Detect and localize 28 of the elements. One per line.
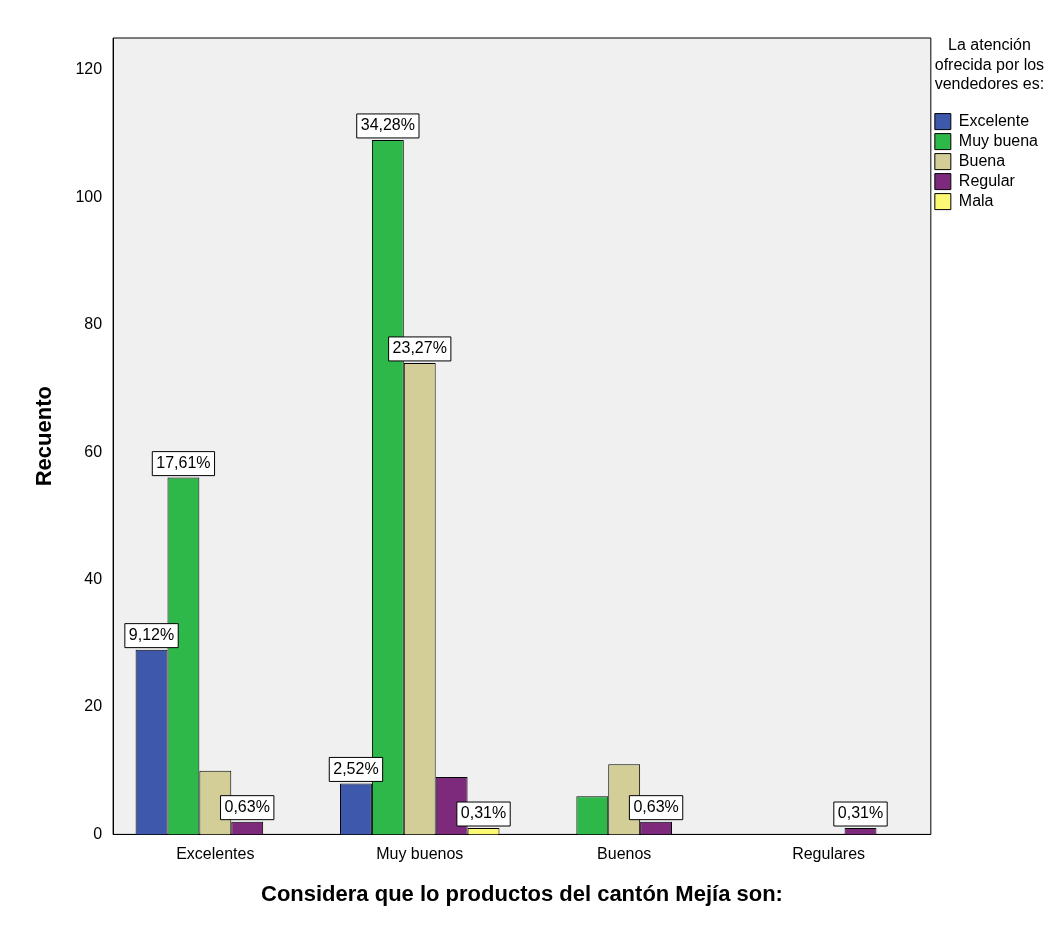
annotation: 2,52% <box>333 759 379 777</box>
legend-label: Muy buena <box>958 132 1039 150</box>
annotation: 0,31% <box>837 804 884 822</box>
legend-title: La atención ofrecida por los vendedores es: <box>934 36 1045 92</box>
annotation: 9,12% <box>128 626 175 644</box>
y-axis-title: Recuento <box>31 386 57 487</box>
y-tick-label: 60 <box>84 442 103 460</box>
annotation: 17,61% <box>156 454 211 472</box>
x-tick-label: Regulares <box>792 845 866 863</box>
annotation: 0,63% <box>224 798 270 816</box>
annotation: 0,63% <box>633 798 679 816</box>
x-axis-title: Considera que lo productos del cantón Mejía son: <box>260 880 783 906</box>
y-tick-label: 100 <box>75 187 103 205</box>
legend-label: Buena <box>958 152 1006 170</box>
y-tick-label: 0 <box>93 824 103 842</box>
x-tick-label: Buenos <box>597 845 652 863</box>
annotation: 23,27% <box>392 339 447 357</box>
y-tick-label: 20 <box>84 697 103 715</box>
legend-label: Regular <box>958 172 1016 190</box>
x-tick-label: Excelentes <box>176 845 255 863</box>
y-tick-label: 40 <box>84 569 103 587</box>
annotation: 0,31% <box>460 804 507 822</box>
y-tick-label: 120 <box>75 60 103 78</box>
x-tick-label: Muy buenos <box>376 845 464 863</box>
legend-label: Mala <box>958 192 994 210</box>
y-tick-label: 80 <box>84 315 103 333</box>
annotation: 34,28% <box>360 116 415 134</box>
legend-label: Excelente <box>958 112 1030 130</box>
